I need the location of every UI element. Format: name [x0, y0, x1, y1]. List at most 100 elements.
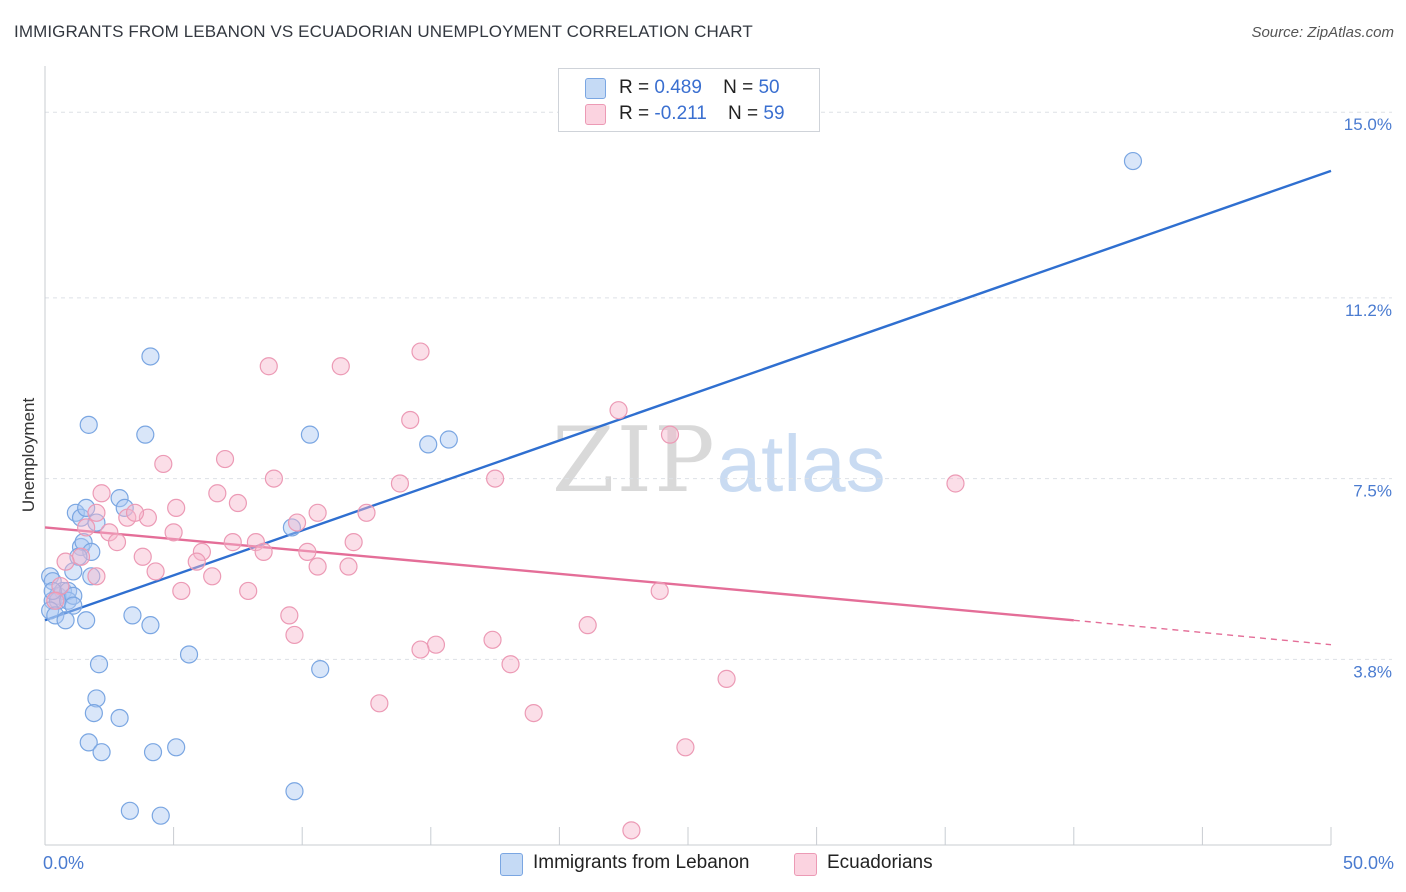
- ecuadorian-point: [215, 449, 235, 469]
- x-tick-label: 0.0%: [43, 853, 84, 873]
- chart-title: IMMIGRANTS FROM LEBANON VS ECUADORIAN UN…: [14, 22, 753, 41]
- ecuadorian-point: [208, 484, 227, 503]
- lebanon-point: [167, 738, 186, 757]
- legend-n-value: 50: [758, 77, 780, 98]
- y-axis-label: Unemployment: [19, 398, 38, 513]
- axes: [44, 66, 1332, 846]
- lebanon-point: [46, 606, 65, 625]
- ecuadorian-point: [77, 518, 96, 537]
- ecuadorian-point: [390, 474, 410, 493]
- source-label: Source: ZipAtlas.com: [1251, 24, 1394, 41]
- ecuadorian-point: [287, 513, 307, 532]
- lebanon-point: [79, 415, 98, 434]
- lebanon-point: [89, 655, 109, 674]
- lebanon-point: [282, 518, 302, 537]
- ecuadorian-point: [331, 357, 350, 376]
- ecuadorian-point: [71, 547, 91, 566]
- ecuadorian-point: [308, 503, 327, 522]
- lebanon-point: [77, 498, 96, 518]
- ecuadorian-point: [660, 425, 680, 444]
- trend-lines: [44, 169, 1332, 646]
- ecuadorian-point: [650, 581, 669, 601]
- legend-r-value: -0.211: [654, 103, 707, 124]
- ecuadorian-point: [223, 533, 242, 552]
- lebanon-trend-line: [44, 169, 1332, 622]
- ecuadorian-point: [486, 469, 505, 488]
- ecuadorian-point: [609, 401, 628, 420]
- ecuadorian-point: [298, 542, 317, 561]
- lebanon-point: [439, 430, 458, 449]
- ecuadorian-point: [717, 669, 736, 688]
- ecuadorian-point: [56, 552, 75, 571]
- lebanon-point: [141, 347, 160, 366]
- lebanon-point: [64, 562, 83, 581]
- ecuadorian-point: [264, 469, 284, 488]
- lebanon-point: [84, 703, 103, 723]
- ecuadorian-point: [339, 557, 358, 576]
- series-label-lebanon: Immigrants from Lebanon: [533, 852, 750, 873]
- tick-labels: 3.8% 7.5% 11.2% 15.0% 0.0% 50.0%: [43, 115, 1394, 873]
- ecuadorian-point: [192, 542, 211, 561]
- lebanon-point: [110, 708, 129, 728]
- ecuadorian-point: [344, 533, 363, 552]
- series-label-ecuadorians: Ecuadorians: [827, 852, 933, 873]
- series-swatch-lebanon: [500, 853, 523, 876]
- ecuadorian-point: [164, 523, 183, 542]
- lebanon-point: [56, 611, 75, 630]
- lebanon-point: [79, 733, 98, 752]
- legend-n-value: 59: [763, 103, 785, 124]
- ecuadorian-point: [946, 474, 965, 493]
- lebanon-point: [151, 806, 170, 825]
- legend-n-label: N =: [727, 103, 759, 124]
- ecuadorian-point: [87, 503, 106, 522]
- ecuadorian-point: [46, 591, 65, 610]
- lebanon-point: [92, 743, 111, 762]
- lebanon-point: [143, 743, 163, 762]
- ecuadorian-point: [239, 581, 258, 601]
- lebanon-point: [87, 689, 106, 708]
- legend-n-label: N =: [723, 77, 754, 98]
- ecuadorian-point: [187, 552, 206, 571]
- ecuadorian-point: [370, 694, 389, 713]
- ecuadorian-point: [107, 533, 127, 552]
- lebanon-point: [141, 616, 160, 635]
- legend-swatch-ecuadorians: [585, 104, 606, 125]
- legend-r-label: R =: [619, 103, 650, 124]
- lebanon-point: [123, 606, 142, 625]
- ecuadorian-point: [357, 503, 376, 522]
- ecuadorian-point: [146, 562, 165, 581]
- y-tick-label: 3.8%: [1353, 662, 1392, 681]
- y-tick-label: 7.5%: [1353, 482, 1392, 501]
- ecuadorian-point: [246, 533, 266, 552]
- legend-swatch-lebanon: [585, 78, 606, 99]
- lebanon-point: [87, 513, 106, 532]
- ecuadorian-point: [280, 606, 299, 625]
- lebanon-point: [419, 435, 438, 454]
- correlation-legend: R = 0.489 N = 50 R = -0.211 N = 59: [558, 68, 820, 132]
- ecuadorian-point: [154, 454, 173, 474]
- ecuadorian-point: [100, 523, 119, 542]
- x-tick-label: 50.0%: [1343, 853, 1394, 873]
- ecuadorian-point: [426, 635, 446, 654]
- y-tick-label: 11.2%: [1345, 301, 1392, 320]
- watermark: ZIPatlas: [552, 408, 886, 513]
- ecuadorian-point: [259, 357, 278, 376]
- data-points: [41, 151, 1143, 840]
- ecuadorian-point: [133, 547, 152, 566]
- lebanon-point: [82, 567, 101, 586]
- lebanon-point: [179, 645, 199, 664]
- ecuadorian-point: [411, 640, 430, 659]
- ecuadorian-point: [676, 738, 695, 757]
- ecuadorian-point: [228, 493, 247, 513]
- ecuadorian-point: [483, 630, 502, 649]
- ecuadorian-point: [411, 342, 430, 361]
- ecuadorian-point: [401, 410, 420, 430]
- lebanon-point: [59, 591, 78, 610]
- ecuadorian-trend-line: [44, 526, 1074, 622]
- lebanon-point: [110, 489, 129, 508]
- ecuadorian-point: [308, 557, 327, 576]
- legend-r-label: R =: [619, 77, 650, 98]
- ecuadorian-point: [125, 503, 145, 522]
- lebanon-point: [285, 782, 304, 801]
